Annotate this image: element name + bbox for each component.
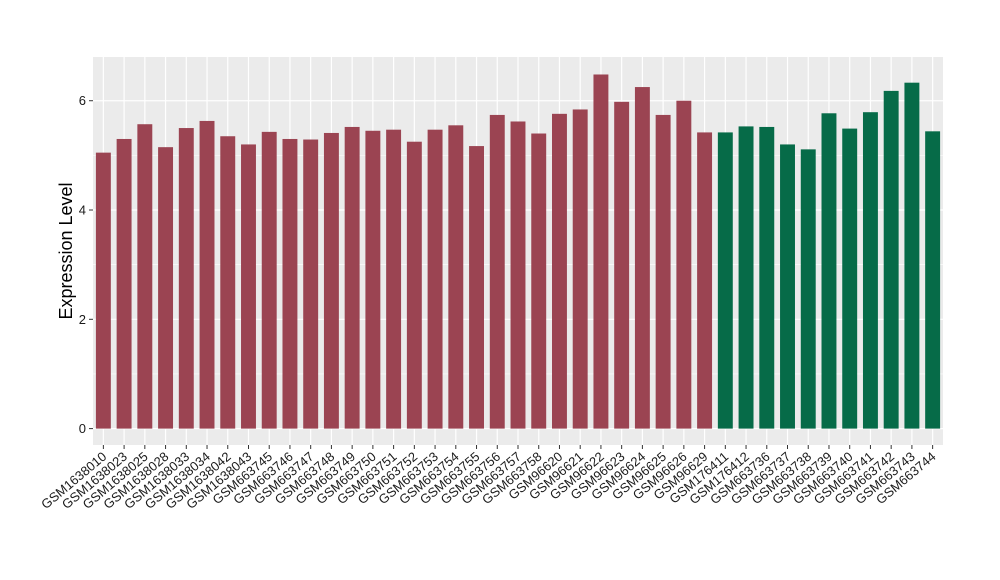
bar-GSM1638033 <box>178 128 194 429</box>
bar-GSM663751 <box>386 129 402 429</box>
y-tick-label: 4 <box>79 203 86 218</box>
bar-GSM1638010 <box>95 152 111 429</box>
y-tick-label: 2 <box>79 312 86 327</box>
bar-GSM96620 <box>552 113 567 429</box>
bar-GSM663740 <box>842 128 858 429</box>
bar-GSM663753 <box>427 129 443 429</box>
bar-GSM663743 <box>904 82 920 429</box>
bar-GSM1638023 <box>116 138 132 429</box>
bar-GSM96624 <box>634 87 650 429</box>
bar-GSM96622 <box>593 74 609 429</box>
bar-GSM663741 <box>862 112 878 429</box>
bar-GSM663739 <box>821 113 837 429</box>
bar-GSM96621 <box>572 109 588 429</box>
bar-GSM663746 <box>282 138 298 429</box>
bar-GSM663750 <box>365 130 381 429</box>
bar-GSM176412 <box>738 126 754 429</box>
bar-GSM663748 <box>323 132 339 429</box>
bar-GSM663747 <box>303 139 319 429</box>
y-tick-label: 0 <box>79 421 86 436</box>
bar-GSM1638042 <box>220 136 236 429</box>
bar-GSM663745 <box>261 131 277 429</box>
bar-GSM663742 <box>883 90 899 429</box>
bar-GSM663736 <box>759 126 775 429</box>
x-axis: GSM1638010GSM1638023GSM1638025GSM1638028… <box>38 445 939 512</box>
bar-GSM663758 <box>531 133 547 429</box>
bar-GSM176411 <box>717 132 733 429</box>
y-axis: 0 2 4 6 <box>79 93 93 436</box>
bar-GSM663738 <box>800 149 816 429</box>
bar-GSM96629 <box>697 132 713 429</box>
bar-GSM663737 <box>780 144 795 429</box>
bar-GSM1638043 <box>241 144 256 429</box>
bar-GSM663755 <box>469 146 484 429</box>
y-tick-label: 6 <box>79 93 86 108</box>
bar-GSM663754 <box>448 125 464 429</box>
bar-GSM96625 <box>655 114 671 429</box>
bar-GSM663756 <box>489 114 505 429</box>
bar-GSM663757 <box>510 121 526 429</box>
bar-GSM663744 <box>925 131 941 429</box>
bar-GSM1638028 <box>158 147 174 429</box>
bar-GSM663749 <box>344 126 360 429</box>
bar-GSM96626 <box>676 100 692 429</box>
bar-GSM663752 <box>406 141 422 429</box>
bar-GSM1638034 <box>199 120 215 429</box>
bars <box>95 74 941 429</box>
bar-GSM1638025 <box>137 124 153 429</box>
bar-GSM96623 <box>614 101 630 429</box>
y-axis-title: Expression Level <box>56 182 76 319</box>
